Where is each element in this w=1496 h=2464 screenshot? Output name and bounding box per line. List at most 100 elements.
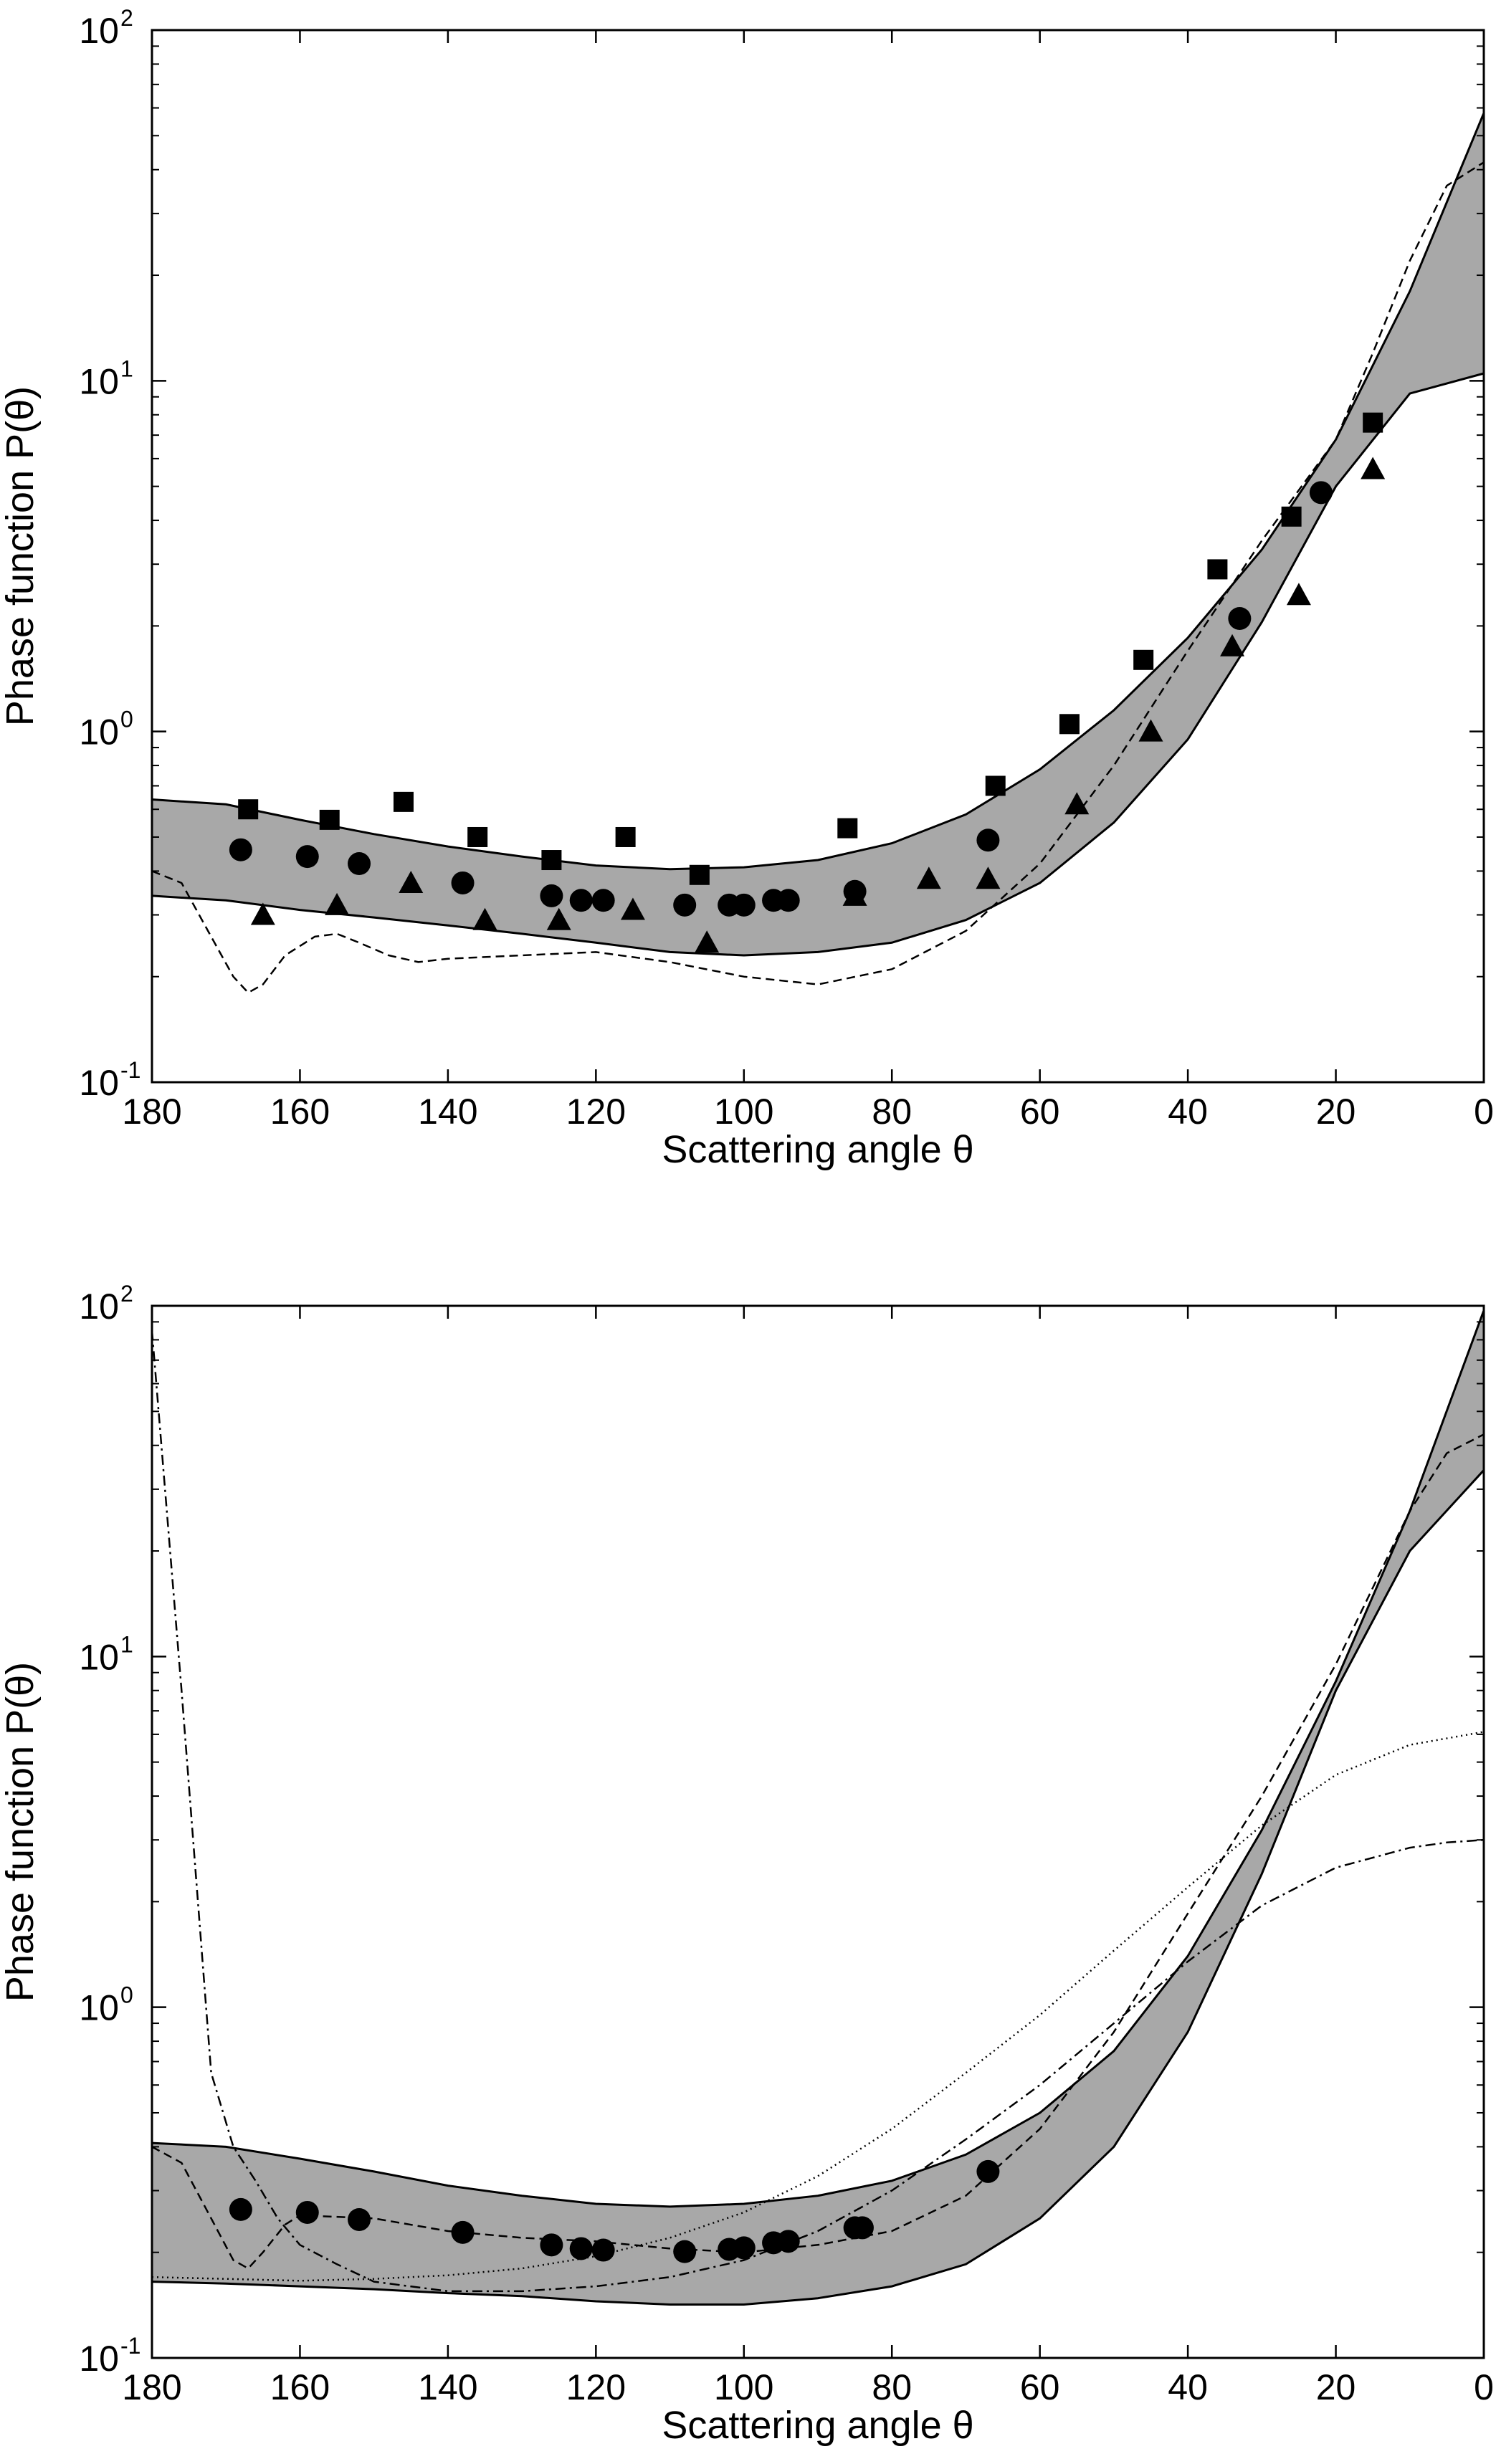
- plot-frame: [151, 29, 1485, 1084]
- square-marker: [1363, 412, 1383, 433]
- circle-marker: [976, 2159, 1000, 2183]
- square-marker: [238, 799, 259, 820]
- triangle-marker: [1286, 583, 1311, 606]
- circle-marker: [451, 871, 475, 894]
- circle-marker: [732, 893, 756, 917]
- dashed-curve: [151, 1433, 1485, 2270]
- triangle-marker: [842, 883, 867, 906]
- square-marker: [541, 850, 562, 871]
- square-marker: [985, 775, 1006, 796]
- band-upper-line: [151, 1309, 1485, 2208]
- triangle-marker: [1361, 457, 1386, 479]
- circle-marker: [229, 2197, 252, 2221]
- x-tick-label: 140: [418, 2367, 477, 2407]
- circle-marker: [295, 2200, 319, 2224]
- y-tick-label: 10: [79, 2339, 119, 2379]
- y-tick-base: 10: [79, 2339, 119, 2379]
- x-tick-label: 120: [566, 1092, 626, 1132]
- y-tick-exponent: 0: [120, 1982, 133, 2008]
- y-tick-label: 10: [79, 1988, 119, 2028]
- y-axis-title: Phase function P(θ): [0, 1662, 42, 2002]
- x-tick-label: 160: [270, 1092, 330, 1132]
- x-tick-label: 80: [872, 2367, 912, 2407]
- triangle-marker: [472, 907, 497, 930]
- square-marker: [467, 826, 488, 847]
- y-tick-base: 10: [79, 361, 119, 401]
- circle-marker: [850, 2216, 874, 2240]
- square-marker: [837, 818, 858, 839]
- y-tick-exponent: 1: [120, 1631, 133, 1657]
- y-tick-exponent: 0: [120, 707, 133, 732]
- band-lower-line: [151, 372, 1485, 957]
- circle-marker: [569, 889, 593, 912]
- y-tick-base: 10: [79, 1063, 119, 1103]
- circle-marker: [732, 2236, 756, 2260]
- shaded-band: [152, 1310, 1484, 2305]
- x-tick-label: 40: [1168, 1092, 1208, 1132]
- triangle-marker: [1220, 634, 1245, 656]
- circle-marker: [1228, 606, 1252, 630]
- y-tick-base: 10: [79, 11, 119, 51]
- x-tick-label: 60: [1020, 2367, 1060, 2407]
- y-tick-exponent: 2: [120, 1281, 133, 1307]
- triangle-marker: [695, 930, 720, 953]
- shaded-band: [152, 113, 1484, 955]
- circle-marker: [451, 2220, 475, 2244]
- circle-marker: [673, 893, 697, 917]
- triangle-marker: [325, 892, 350, 915]
- x-tick-label: 160: [270, 2367, 330, 2407]
- circle-marker: [591, 889, 615, 912]
- x-tick-label: 0: [1474, 1092, 1494, 1132]
- square-marker: [393, 791, 414, 812]
- x-tick-label: 20: [1316, 2367, 1356, 2407]
- circle-marker: [976, 829, 1000, 852]
- triangle-marker: [399, 870, 424, 893]
- triangle-marker: [250, 902, 275, 925]
- y-tick-exponent: 1: [120, 355, 133, 381]
- y-tick-base: 10: [79, 712, 119, 753]
- triangle-marker: [976, 866, 1001, 889]
- x-tick-label: 140: [418, 1092, 477, 1132]
- dashed-curve: [151, 161, 1485, 994]
- circle-marker: [348, 2207, 371, 2231]
- y-tick-exponent: -1: [120, 2333, 140, 2359]
- x-tick-label: 100: [714, 1092, 773, 1132]
- dotted-curve: [151, 1731, 1485, 2282]
- circle-marker: [776, 889, 800, 912]
- x-axis-title: Scattering angle θ: [662, 1128, 973, 1171]
- y-tick-base: 10: [79, 1286, 119, 1327]
- band-lower-line: [151, 1469, 1485, 2306]
- circle-marker: [229, 838, 252, 861]
- circle-marker: [776, 2230, 800, 2253]
- y-tick-base: 10: [79, 1637, 119, 1677]
- triangle-marker: [1138, 719, 1163, 742]
- square-marker: [615, 826, 636, 847]
- circle-marker: [348, 852, 371, 876]
- square-marker: [1133, 649, 1154, 670]
- x-tick-label: 100: [714, 2367, 773, 2407]
- triangle-marker: [1064, 792, 1090, 815]
- y-tick-label: 10: [79, 11, 119, 51]
- square-marker: [1207, 559, 1228, 580]
- x-tick-label: 120: [566, 2367, 626, 2407]
- circle-marker: [540, 2233, 563, 2257]
- x-tick-label: 180: [122, 2367, 181, 2407]
- square-marker: [319, 809, 340, 830]
- x-tick-label: 80: [872, 1092, 912, 1132]
- y-tick-label: 10: [79, 1286, 119, 1327]
- triangle-marker: [916, 866, 941, 889]
- plot-frame: [151, 1304, 1485, 2359]
- square-marker: [689, 864, 710, 885]
- x-tick-label: 0: [1474, 2367, 1494, 2407]
- circle-marker: [591, 2238, 615, 2262]
- x-tick-label: 180: [122, 1092, 181, 1132]
- y-tick-label: 10: [79, 1063, 119, 1103]
- y-tick-base: 10: [79, 1988, 119, 2028]
- x-axis-title: Scattering angle θ: [662, 2404, 973, 2447]
- circle-marker: [569, 2237, 593, 2260]
- circle-marker: [295, 845, 319, 869]
- y-tick-exponent: 2: [120, 5, 133, 31]
